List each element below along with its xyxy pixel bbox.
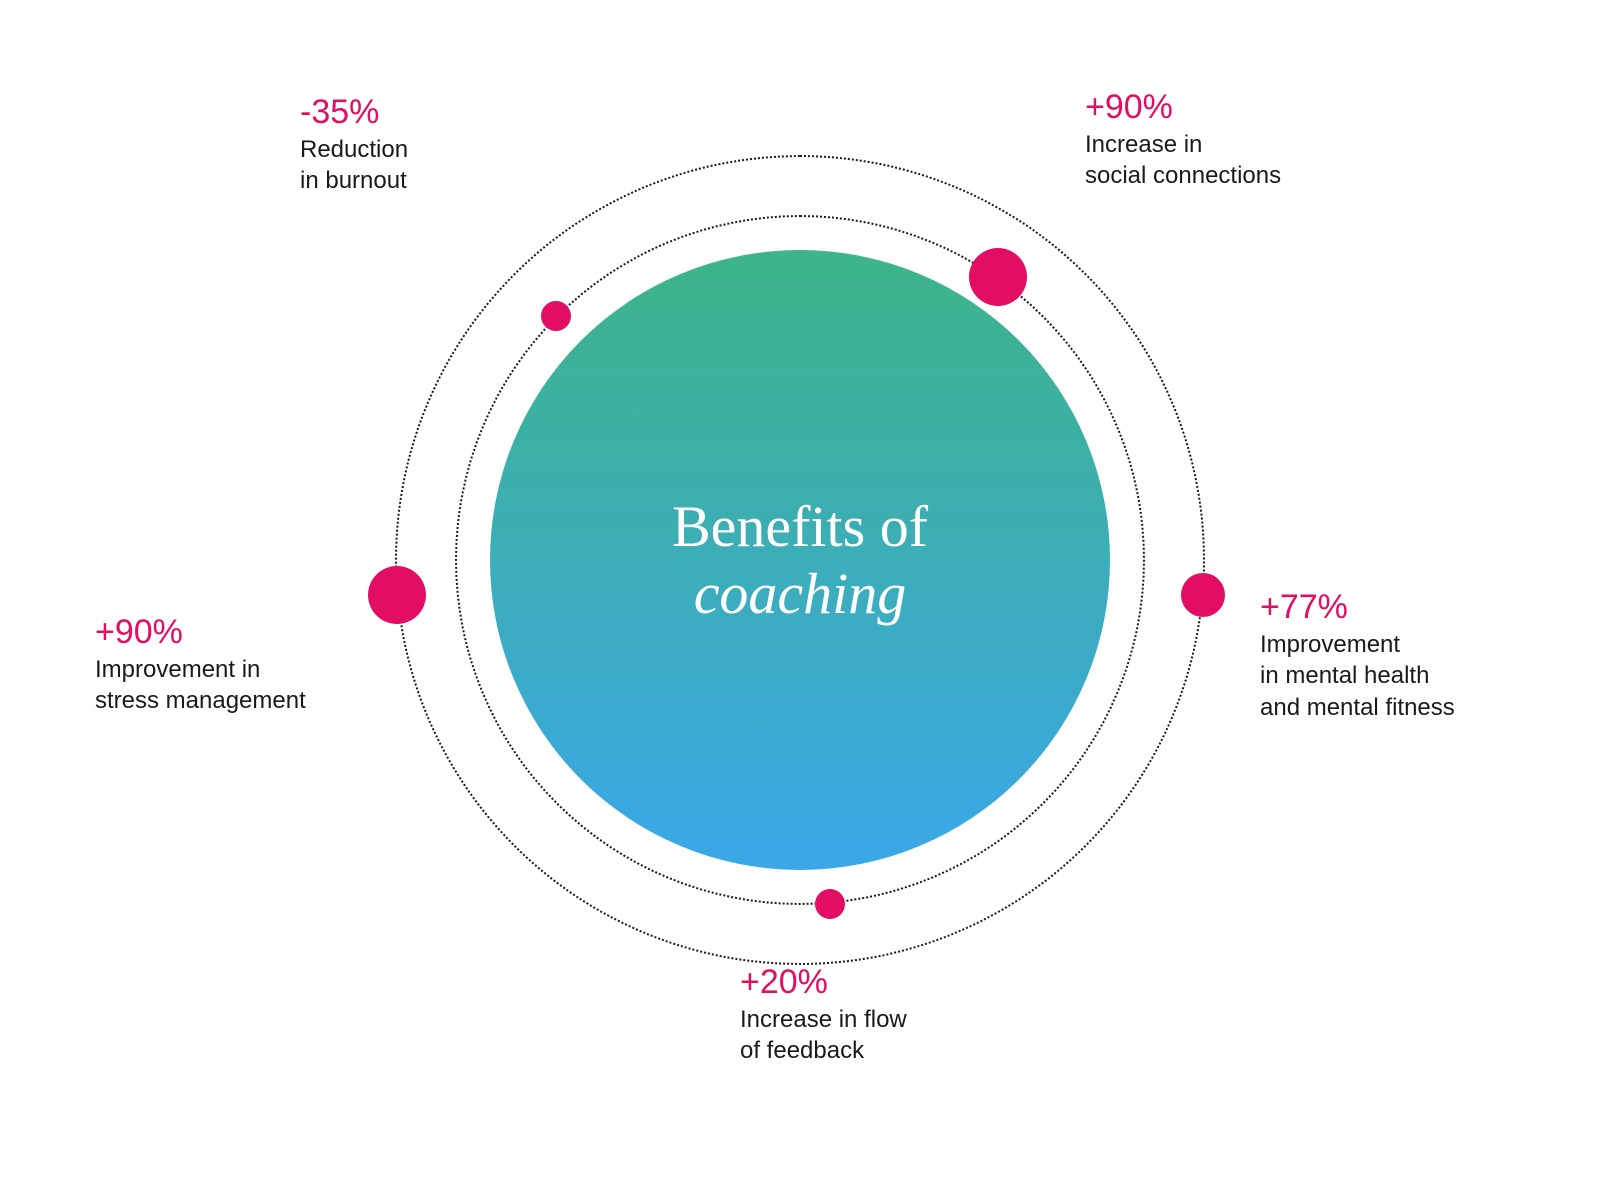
- infographic-stage: Benefits of coaching -35%Reductionin bur…: [0, 0, 1600, 1184]
- label-burnout: -35%Reductionin burnout: [300, 90, 560, 197]
- dot-social: [969, 248, 1027, 306]
- desc-mental-line0: Improvement: [1260, 629, 1580, 660]
- dot-feedback: [815, 889, 845, 919]
- stat-stress: +90%: [95, 610, 395, 654]
- label-social: +90%Increase insocial connections: [1085, 85, 1405, 192]
- center-title-line1: Benefits of: [672, 493, 928, 560]
- label-mental: +77%Improvementin mental healthand menta…: [1260, 585, 1580, 723]
- desc-feedback-line0: Increase in flow: [740, 1004, 1060, 1035]
- center-circle: Benefits of coaching: [490, 250, 1110, 870]
- stat-mental: +77%: [1260, 585, 1580, 629]
- desc-stress-line0: Improvement in: [95, 654, 395, 685]
- label-stress: +90%Improvement instress management: [95, 610, 395, 717]
- desc-feedback-line1: of feedback: [740, 1035, 1060, 1066]
- desc-burnout-line1: in burnout: [300, 165, 560, 196]
- label-feedback: +20%Increase in flowof feedback: [740, 960, 1060, 1067]
- desc-social-line1: social connections: [1085, 160, 1405, 191]
- desc-mental-line2: and mental fitness: [1260, 692, 1580, 723]
- desc-mental-line1: in mental health: [1260, 660, 1580, 691]
- center-title-line2: coaching: [694, 560, 907, 627]
- desc-stress-line1: stress management: [95, 685, 395, 716]
- desc-burnout-line0: Reduction: [300, 134, 560, 165]
- dot-mental: [1181, 573, 1225, 617]
- stat-burnout: -35%: [300, 90, 560, 134]
- dot-burnout: [541, 301, 571, 331]
- stat-feedback: +20%: [740, 960, 1060, 1004]
- stat-social: +90%: [1085, 85, 1405, 129]
- desc-social-line0: Increase in: [1085, 129, 1405, 160]
